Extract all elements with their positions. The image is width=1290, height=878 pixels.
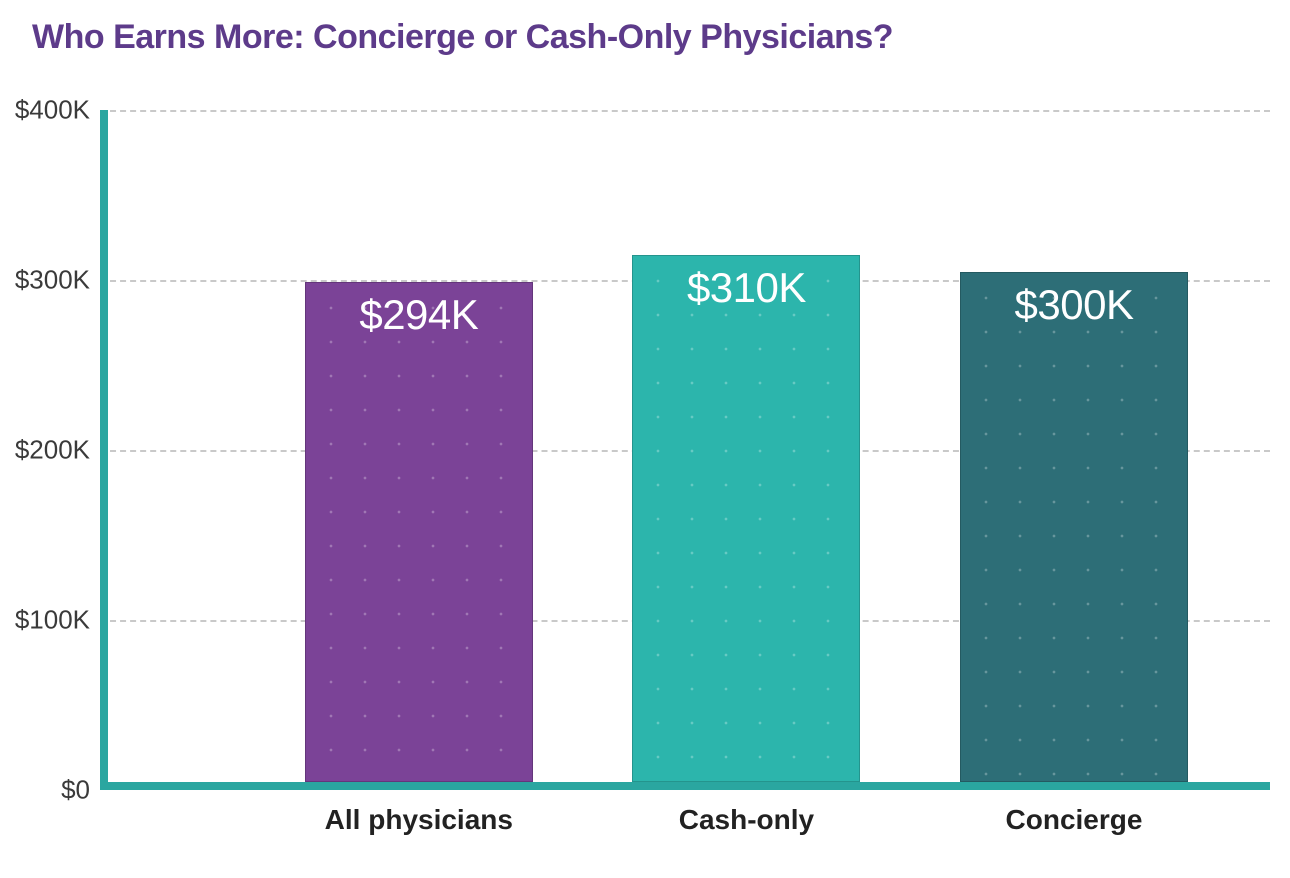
x-axis-label: All physicians [305,804,533,836]
bar-value-label: $294K [306,291,532,339]
bar-value-label: $300K [961,281,1187,329]
bar: $310K [632,255,860,782]
bar: $294K [305,282,533,782]
gridline [100,110,1270,112]
y-tick-label: $300K [0,265,90,296]
y-tick-label: $0 [0,775,90,806]
x-axis-label: Concierge [960,804,1188,836]
y-axis [100,110,108,790]
x-axis-label: Cash-only [632,804,860,836]
chart-title: Who Earns More: Concierge or Cash-Only P… [32,18,893,57]
y-tick-label: $200K [0,435,90,466]
y-tick-label: $100K [0,605,90,636]
x-axis [100,782,1270,790]
y-tick-label: $400K [0,95,90,126]
plot-area: $0$100K$200K$300K$400K$294KAll physician… [100,110,1270,790]
bar-value-label: $310K [633,264,859,312]
chart-container: Who Earns More: Concierge or Cash-Only P… [0,0,1290,878]
bar: $300K [960,272,1188,782]
